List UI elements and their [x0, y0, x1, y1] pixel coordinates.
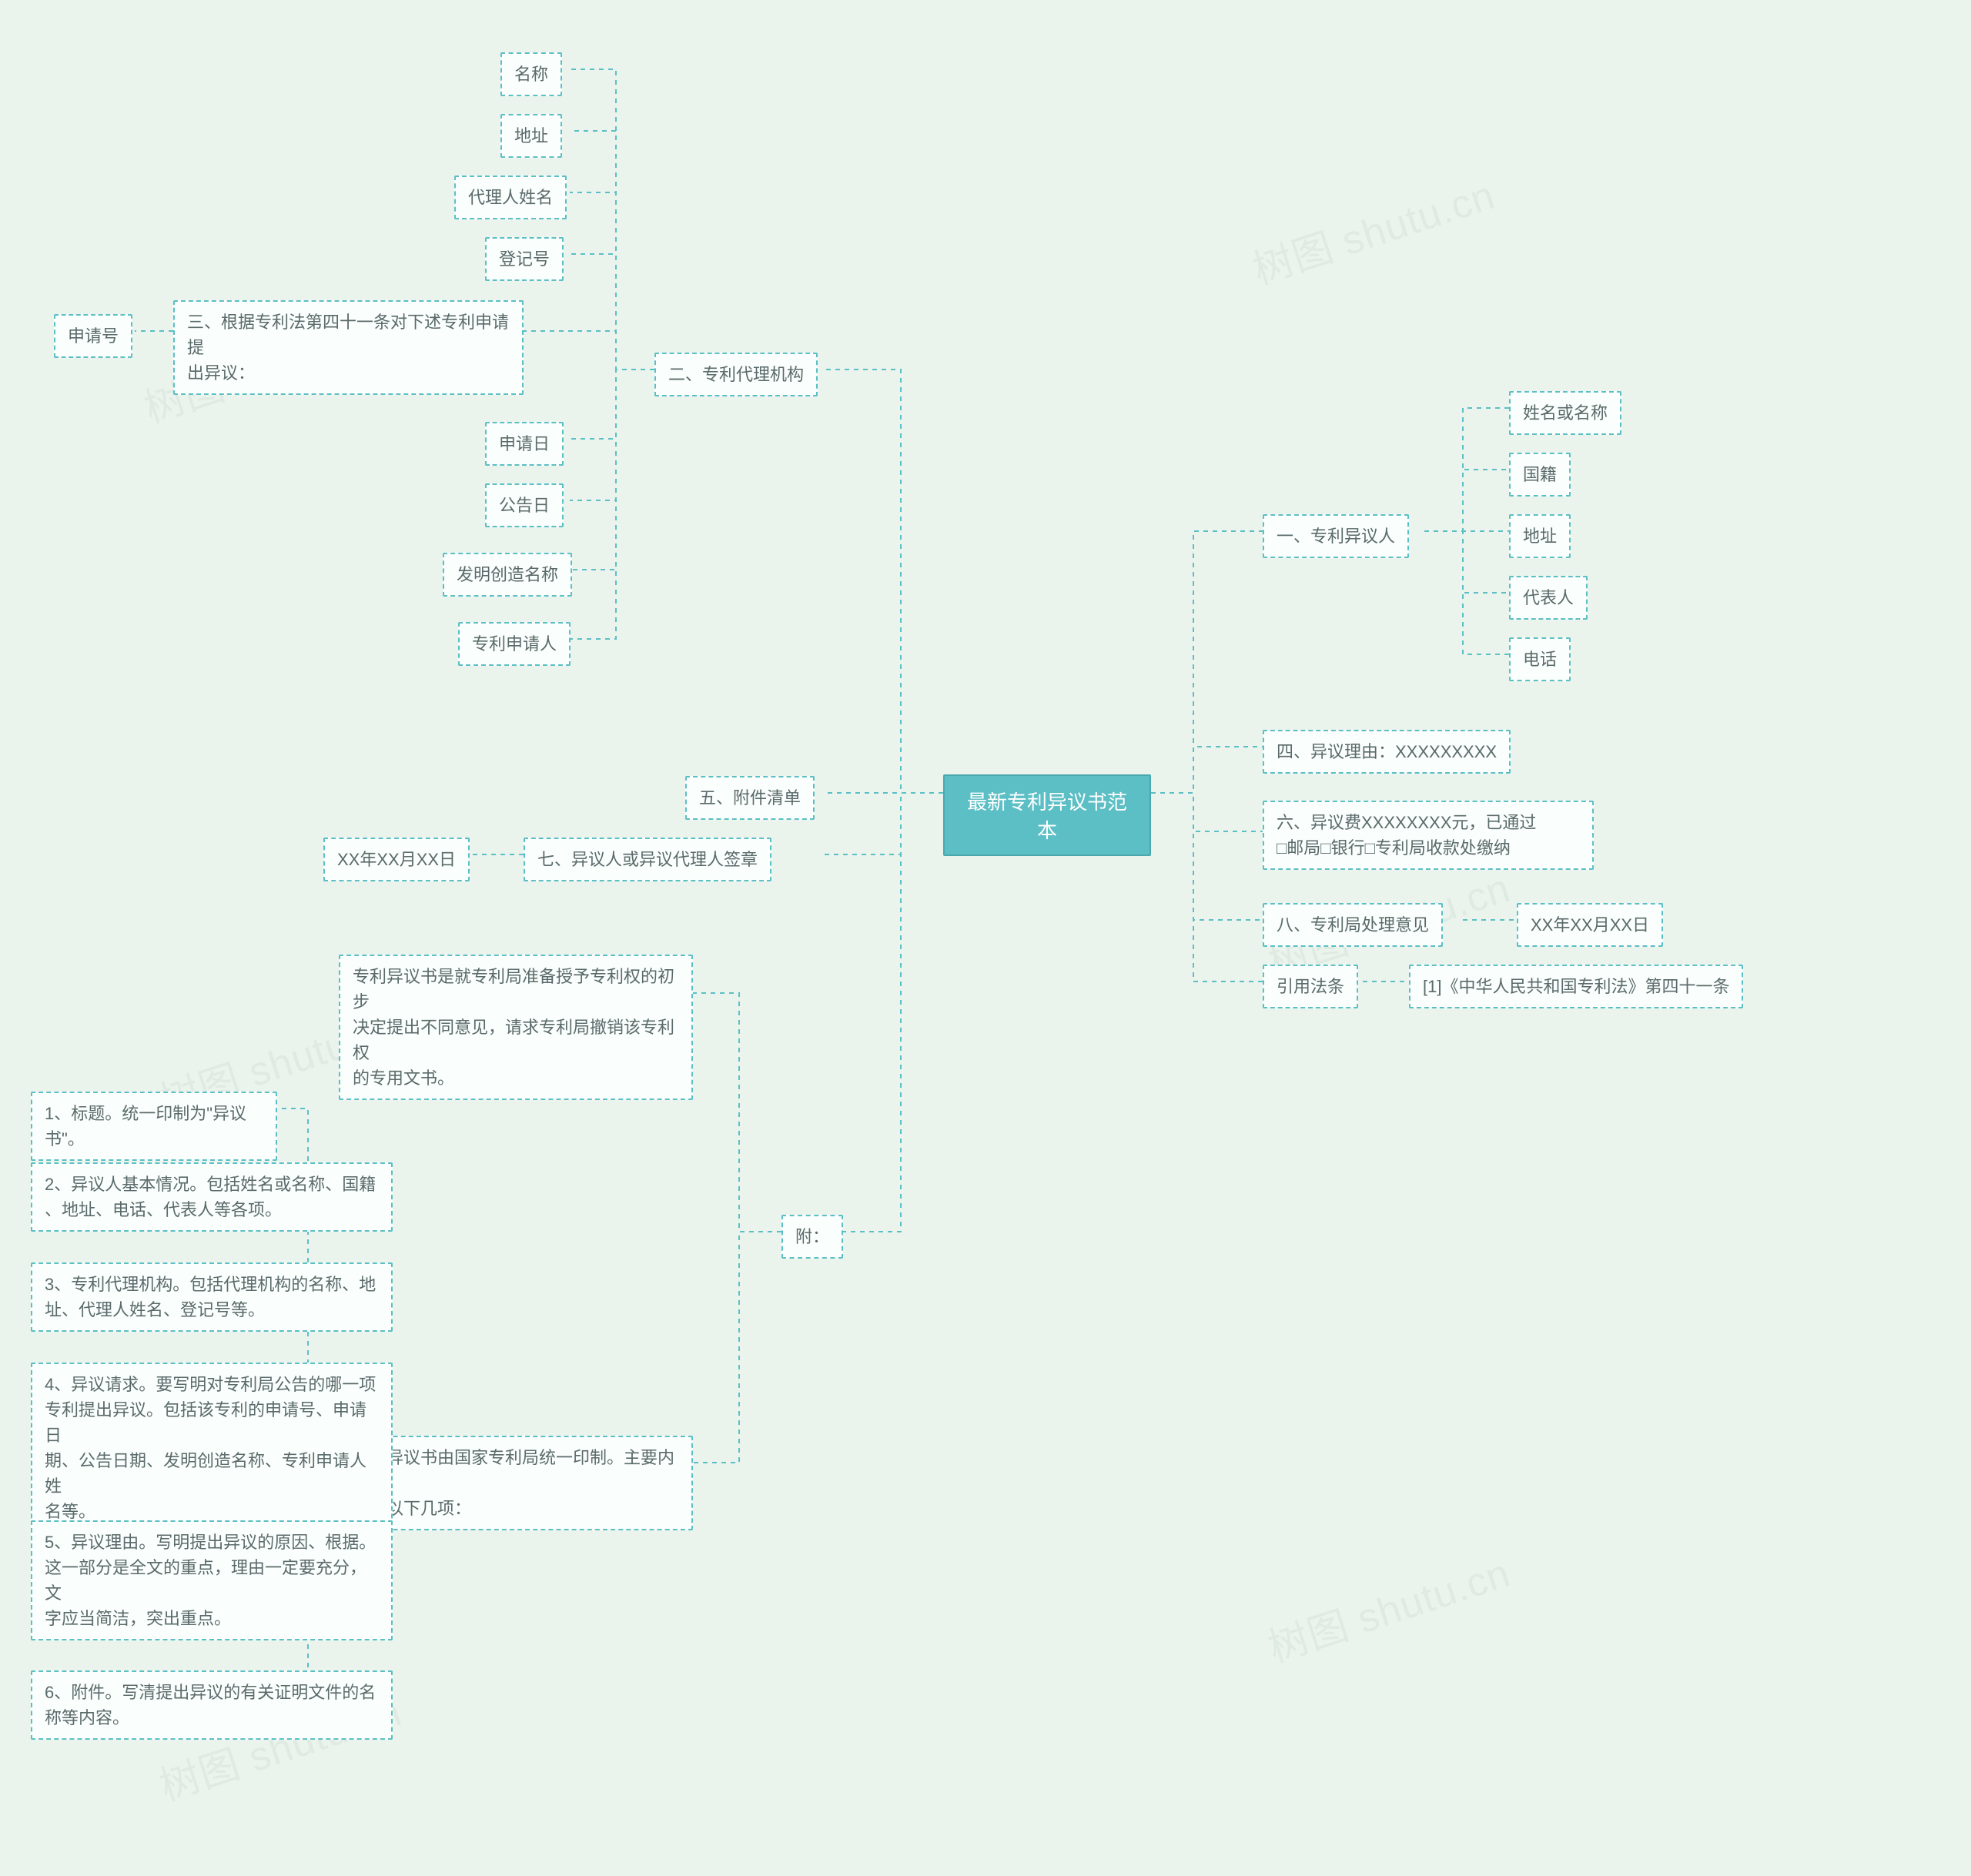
- node-reference: 引用法条: [1263, 965, 1358, 1008]
- node-1-name: 姓名或名称: [1509, 391, 1621, 435]
- node-section-8: 八、专利局处理意见: [1263, 903, 1443, 947]
- node-3-applicant: 专利申请人: [458, 622, 571, 666]
- node-3-appno: 申请号: [54, 314, 132, 358]
- watermark: 树图 shutu.cn: [1260, 1540, 1516, 1673]
- node-section-4: 四、异议理由：XXXXXXXXX: [1263, 730, 1511, 774]
- node-attach-item-6: 6、附件。写清提出异议的有关证明文件的名 称等内容。: [31, 1670, 393, 1740]
- node-reference-law: [1]《中华人民共和国专利法》第四十一条: [1409, 965, 1743, 1008]
- node-section-5: 五、附件清单: [685, 776, 815, 820]
- node-1-representative: 代表人: [1509, 576, 1588, 620]
- node-section-2: 二、专利代理机构: [654, 353, 818, 396]
- node-3-appdate: 申请日: [485, 422, 564, 466]
- node-section-7: 七、异议人或异议代理人签章: [524, 838, 771, 881]
- node-section-6: 六、异议费XXXXXXXX元，已通过 □邮局□银行□专利局收款处缴纳: [1263, 801, 1594, 870]
- node-8-date: XX年XX月XX日: [1517, 903, 1663, 947]
- node-1-nationality: 国籍: [1509, 453, 1571, 497]
- center-node: 最新专利异议书范本: [943, 774, 1151, 856]
- node-attach: 附：: [781, 1215, 843, 1259]
- watermark: 树图 shutu.cn: [1244, 162, 1501, 295]
- node-section-3: 三、根据专利法第四十一条对下述专利申请提 出异议：: [173, 300, 524, 395]
- node-3-inventname: 发明创造名称: [443, 553, 572, 597]
- node-2-agent: 代理人姓名: [454, 176, 567, 219]
- node-3-pubdate: 公告日: [485, 483, 564, 527]
- node-7-date: XX年XX月XX日: [323, 838, 470, 881]
- node-attach-item-1: 1、标题。统一印制为"异议书"。: [31, 1092, 277, 1161]
- node-1-address: 地址: [1509, 514, 1571, 558]
- node-1-phone: 电话: [1509, 637, 1571, 681]
- node-attach-item-4: 4、异议请求。要写明对专利局公告的哪一项 专利提出异议。包括该专利的申请号、申请…: [31, 1363, 393, 1533]
- node-attach-item-3: 3、专利代理机构。包括代理机构的名称、地 址、代理人姓名、登记号等。: [31, 1262, 393, 1332]
- node-attach-item-5: 5、异议理由。写明提出异议的原因、根据。 这一部分是全文的重点，理由一定要充分，…: [31, 1520, 393, 1640]
- node-2-regno: 登记号: [485, 237, 564, 281]
- node-2-name: 名称: [500, 52, 562, 96]
- node-2-address: 地址: [500, 114, 562, 158]
- node-attach-desc1: 专利异议书是就专利局准备授予专利权的初步 决定提出不同意见，请求专利局撤销该专利…: [339, 955, 693, 1100]
- node-section-1: 一、专利异议人: [1263, 514, 1409, 558]
- node-attach-item-2: 2、异议人基本情况。包括姓名或名称、国籍 、地址、电话、代表人等各项。: [31, 1162, 393, 1232]
